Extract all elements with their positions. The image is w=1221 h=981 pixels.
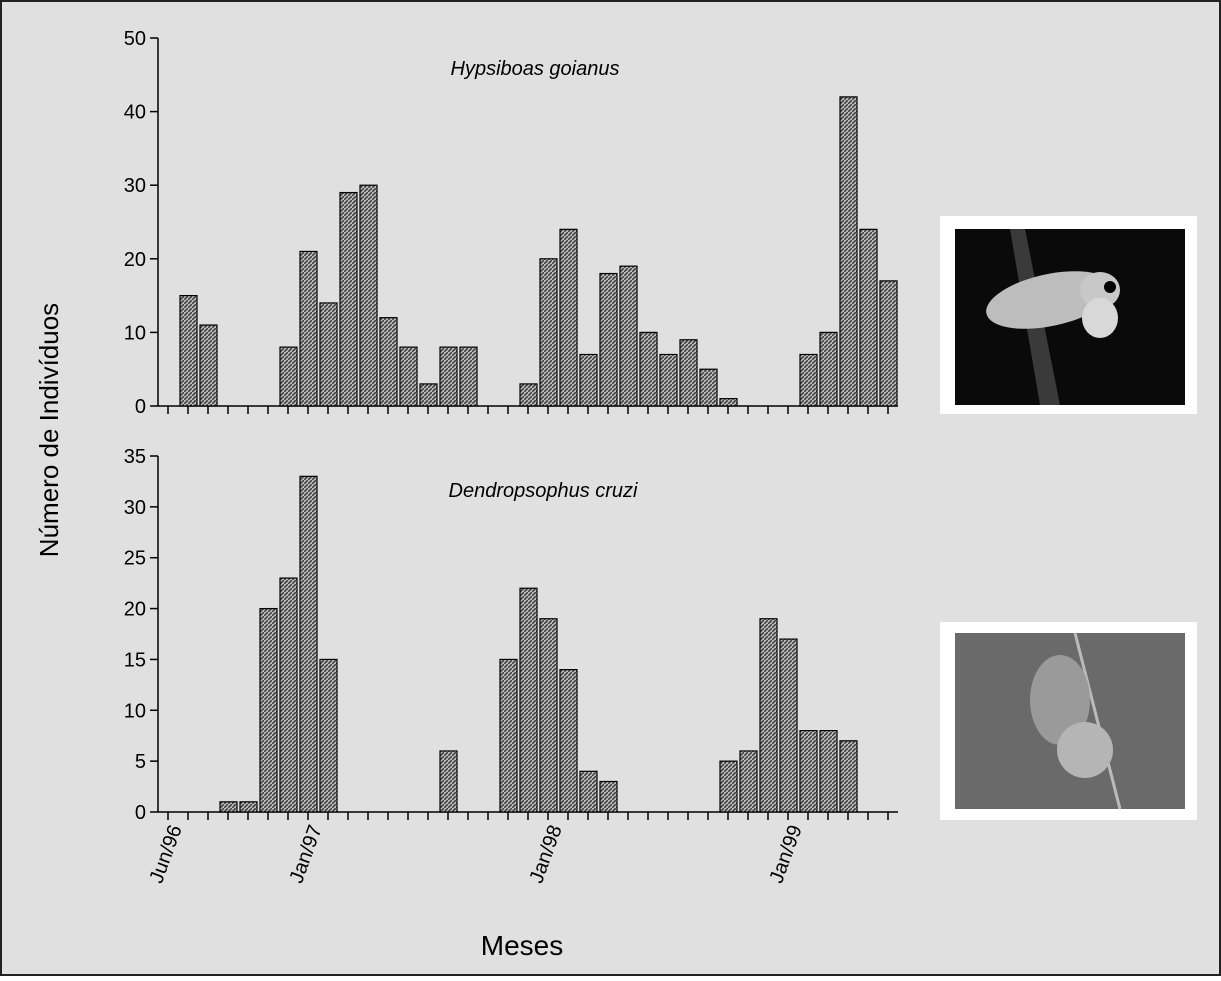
bar [879, 280, 898, 407]
bar [619, 265, 638, 407]
photo-frog-sac [1082, 298, 1118, 338]
bar [439, 750, 458, 813]
bar [679, 339, 698, 407]
y-tick-label: 20 [124, 599, 146, 621]
bar [179, 295, 198, 407]
photo-frog-sac [1057, 722, 1113, 778]
bar [779, 638, 798, 813]
bar [279, 577, 298, 813]
bar [579, 353, 598, 407]
chart-title: Dendropsophus cruzi [449, 480, 639, 502]
bar [559, 668, 578, 813]
bar [399, 346, 418, 407]
y-tick-label: 15 [124, 649, 146, 671]
y-axis-label: Número de Indivíduos [34, 303, 64, 557]
bar [699, 368, 718, 407]
photo-leaf-vein [1073, 632, 1122, 810]
y-tick-label: 0 [135, 802, 146, 824]
bar [379, 317, 398, 407]
bar [839, 96, 858, 407]
y-tick-label: 10 [124, 322, 146, 344]
bar [319, 658, 338, 813]
bar [199, 324, 218, 407]
y-tick-label: 35 [124, 446, 146, 468]
bar [279, 346, 298, 407]
bar [819, 730, 838, 813]
bar [339, 191, 358, 407]
photo-frog [1030, 655, 1090, 745]
bar [799, 730, 818, 813]
bar [859, 228, 878, 407]
bar [299, 250, 318, 407]
bar [719, 398, 738, 407]
y-tick-label: 50 [124, 28, 146, 50]
bar [319, 302, 338, 407]
bar [259, 607, 278, 813]
bar [439, 346, 458, 407]
bar [579, 770, 598, 813]
photo-frog-eye [1104, 281, 1116, 293]
bar [499, 658, 518, 813]
bar [639, 331, 658, 407]
bar [519, 383, 538, 407]
bar [559, 228, 578, 407]
bar [299, 475, 318, 813]
x-axis-label: Meses [481, 930, 563, 961]
y-tick-label: 5 [135, 751, 146, 773]
bar [539, 618, 558, 813]
bar [739, 750, 758, 813]
bar [799, 353, 818, 407]
bar [419, 383, 438, 407]
bar [539, 258, 558, 407]
bar [219, 801, 238, 813]
bar [459, 346, 478, 407]
y-tick-label: 30 [124, 175, 146, 197]
bar [659, 353, 678, 407]
y-tick-label: 40 [124, 102, 146, 124]
bar [719, 760, 738, 813]
bar [819, 331, 838, 407]
y-tick-label: 30 [124, 497, 146, 519]
y-tick-label: 10 [124, 700, 146, 722]
chart-title: Hypsiboas goianus [451, 58, 620, 80]
bar [599, 272, 618, 407]
bar [599, 780, 618, 813]
y-tick-label: 20 [124, 249, 146, 271]
y-tick-label: 25 [124, 548, 146, 570]
bar [359, 184, 378, 407]
bar [519, 587, 538, 813]
y-tick-label: 0 [135, 396, 146, 418]
bar [839, 740, 858, 813]
bar [239, 801, 258, 813]
bar [759, 618, 778, 813]
